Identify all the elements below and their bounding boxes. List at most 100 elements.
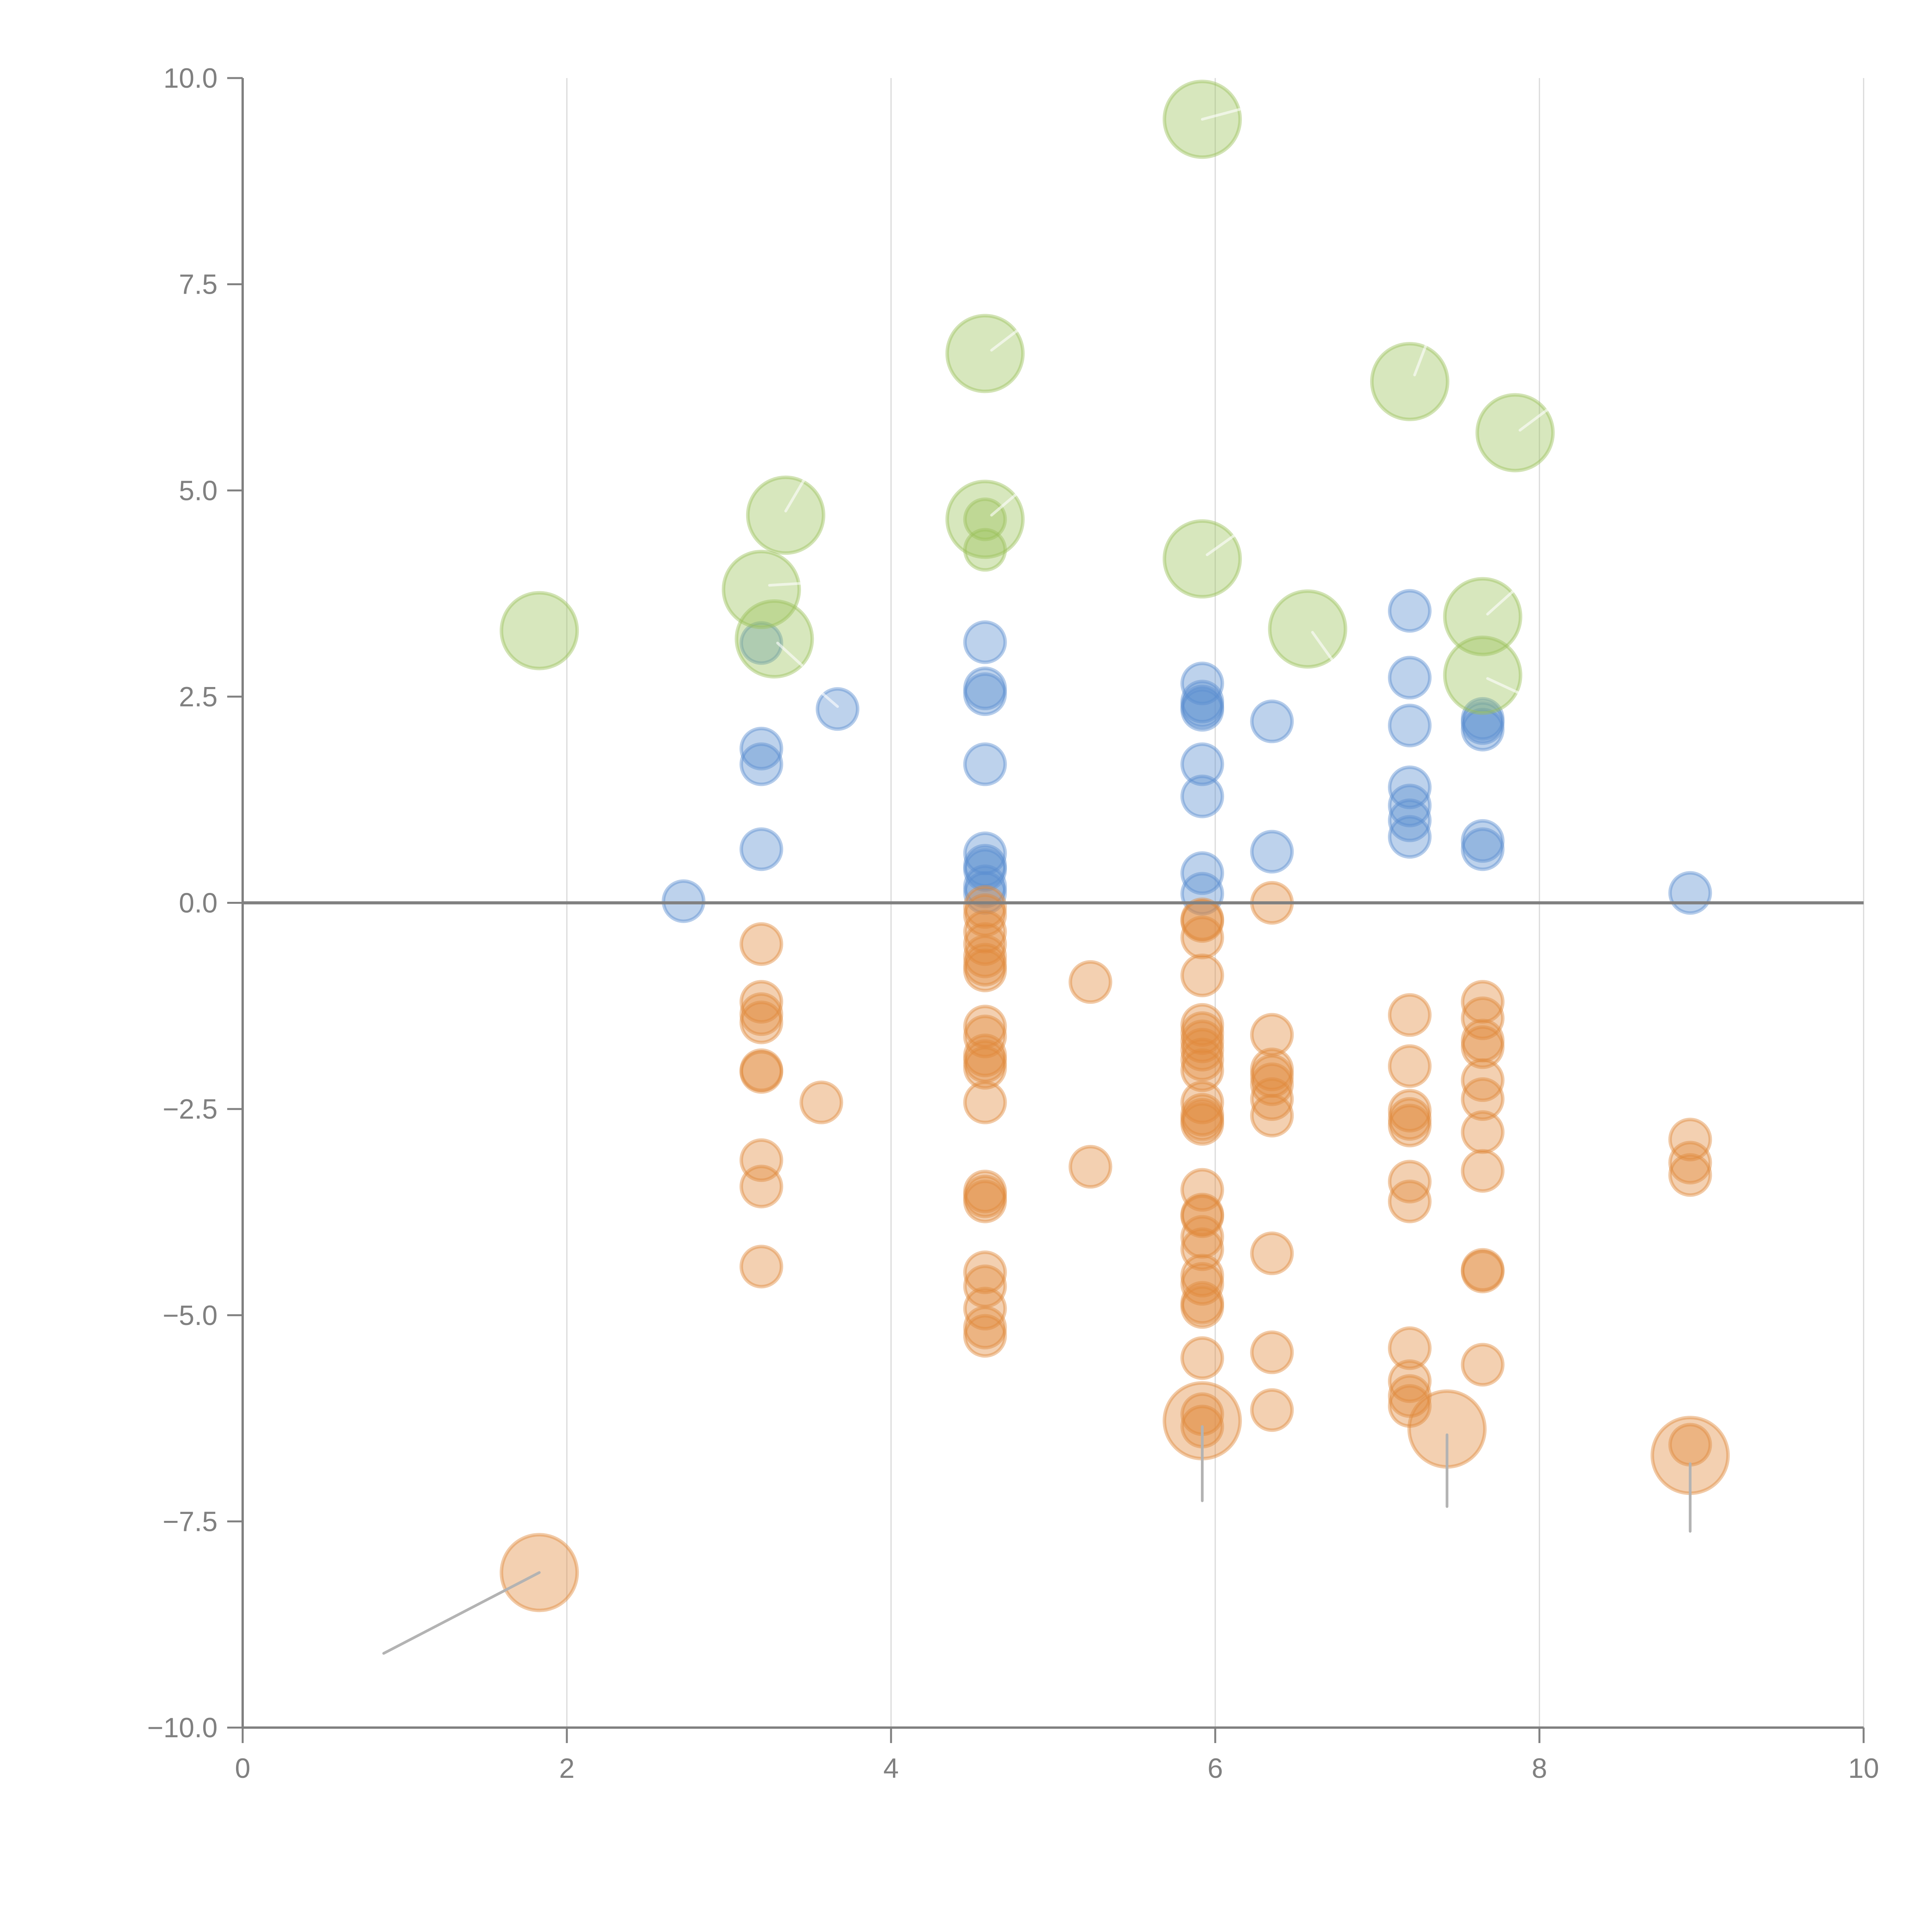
point-highlight-positive-4 <box>945 314 1025 393</box>
point-positive-25 <box>1388 589 1432 633</box>
x-tick-label: 2 <box>559 1753 575 1784</box>
point-positive-1 <box>739 621 783 665</box>
point-positive-30 <box>1388 798 1432 842</box>
point-negative-91 <box>1668 1117 1712 1162</box>
point-positive-10 <box>963 831 1007 875</box>
point-negative-19 <box>963 1033 1007 1077</box>
point-negative-34 <box>1180 899 1224 943</box>
point-negative-65 <box>1250 1094 1294 1138</box>
data-points <box>500 80 1730 1612</box>
point-positive-21 <box>1180 851 1224 895</box>
point-highlight-positive-0 <box>500 591 579 670</box>
point-positive-27 <box>1388 704 1432 748</box>
x-tick-label: 6 <box>1208 1753 1223 1784</box>
point-negative-85 <box>1461 1077 1505 1121</box>
point-negative-78 <box>1388 1374 1432 1418</box>
point-negative-16 <box>963 949 1007 993</box>
point-negative-92 <box>1668 1141 1712 1185</box>
point-negative-0 <box>739 922 783 966</box>
point-positive-34 <box>1461 707 1505 752</box>
point-positive-7 <box>963 667 1007 711</box>
point-negative-36 <box>1180 953 1224 997</box>
point-negative-93 <box>1668 1153 1712 1197</box>
point-negative-25 <box>963 1179 1007 1223</box>
point-negative-60 <box>1250 1013 1294 1057</box>
x-tick-label: 0 <box>235 1753 250 1784</box>
point-negative-75 <box>1388 1179 1432 1223</box>
label-leader-line-4 <box>1201 108 1241 121</box>
point-negative-86 <box>1461 1110 1505 1154</box>
x-tick-label: 10 <box>1848 1753 1879 1784</box>
point-negative-4 <box>739 1048 783 1092</box>
y-tick-label: 0.0 <box>179 888 218 919</box>
label-leader-line-12 <box>776 641 803 667</box>
point-negative-87 <box>1461 1149 1505 1193</box>
point-negative-39 <box>1180 1019 1224 1063</box>
point-negative-67 <box>1250 1330 1294 1374</box>
point-positive-17 <box>1180 684 1224 728</box>
point-negative-10 <box>963 885 1007 929</box>
point-negative-37 <box>1180 1003 1224 1047</box>
point-negative-49 <box>1180 1194 1224 1238</box>
point-positive-35 <box>1461 819 1505 863</box>
point-positive-18 <box>1180 688 1224 732</box>
point-negative-14 <box>963 934 1007 978</box>
y-tick-label: 7.5 <box>179 269 218 300</box>
point-negative-74 <box>1388 1160 1432 1204</box>
point-positive-28 <box>1388 765 1432 810</box>
point-highlight-positive-8 <box>1268 589 1347 669</box>
point-positive-24 <box>1250 830 1294 874</box>
point-negative-42 <box>1180 1048 1224 1092</box>
point-positive-11 <box>963 844 1007 888</box>
label-leader-line-16 <box>1486 677 1525 697</box>
point-negative-72 <box>1388 1097 1432 1141</box>
point-negative-45 <box>1180 1098 1224 1142</box>
point-positive-4 <box>739 827 783 871</box>
point-positive-15 <box>1180 662 1224 706</box>
point-positive-12 <box>963 848 1007 892</box>
point-highlight-positive-7 <box>1162 519 1242 599</box>
point-negative-15 <box>963 943 1007 987</box>
label-leader-line-13 <box>815 687 839 708</box>
point-negative-7 <box>739 1165 783 1209</box>
point-negative-50 <box>1180 1215 1224 1259</box>
point-positive-26 <box>1388 656 1432 700</box>
point-highlight-positive-11 <box>1443 635 1522 715</box>
point-negative-48 <box>1180 1192 1224 1236</box>
point-negative-61 <box>1250 1048 1294 1092</box>
point-negative-3 <box>739 1000 783 1044</box>
point-positive-20 <box>1180 774 1224 818</box>
label-leader-line-9 <box>990 489 1022 517</box>
y-tick-label: 10.0 <box>163 63 218 94</box>
point-positive-16 <box>1180 680 1224 724</box>
point-negative-68 <box>1250 1388 1294 1432</box>
point-negative-23 <box>963 1170 1007 1214</box>
point-positive-29 <box>1388 784 1432 828</box>
point-negative-84 <box>1461 1058 1505 1102</box>
point-negative-26 <box>963 1250 1007 1294</box>
point-negative-32 <box>1068 1145 1112 1189</box>
label-leader-line-15 <box>1486 588 1517 616</box>
point-negative-66 <box>1250 1231 1294 1276</box>
point-negative-70 <box>1388 1044 1432 1088</box>
axes <box>242 78 1864 1729</box>
y-tick-label: −7.5 <box>163 1506 218 1537</box>
point-negative-13 <box>963 922 1007 966</box>
point-negative-40 <box>1180 1027 1224 1071</box>
point-negative-82 <box>1461 1019 1505 1063</box>
point-negative-38 <box>1180 1011 1224 1055</box>
point-negative-62 <box>1250 1054 1294 1098</box>
point-highlight-positive-5 <box>945 480 1025 559</box>
point-highlight-positive-3 <box>746 475 825 555</box>
point-negative-8 <box>739 1245 783 1289</box>
x-tick-label: 4 <box>883 1753 899 1784</box>
point-negative-46 <box>1180 1102 1224 1146</box>
point-positive-19 <box>1180 742 1224 786</box>
point-negative-41 <box>1180 1037 1224 1082</box>
point-negative-17 <box>963 1005 1007 1049</box>
point-negative-90 <box>1461 1343 1505 1387</box>
point-negative-89 <box>1461 1250 1505 1294</box>
y-tick-label: 2.5 <box>179 682 218 713</box>
point-negative-54 <box>1180 1281 1224 1325</box>
